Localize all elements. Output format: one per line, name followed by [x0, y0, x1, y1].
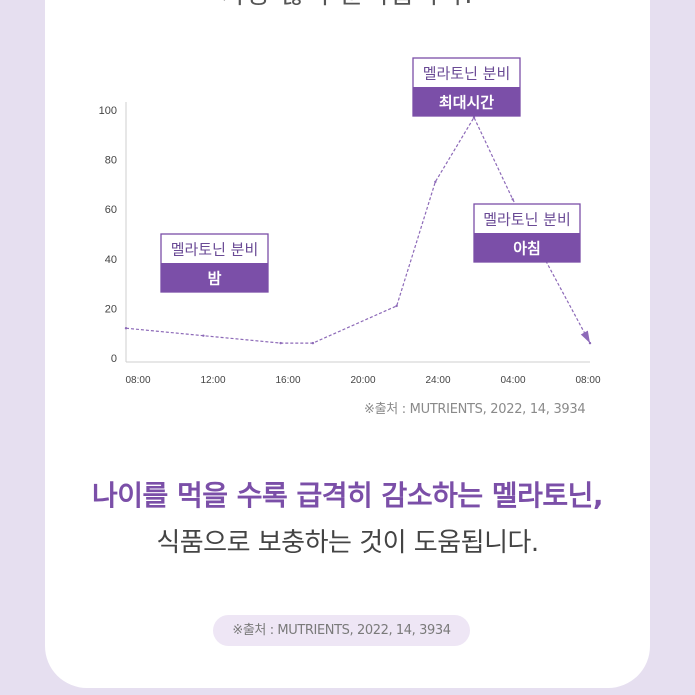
arrowhead-icon [580, 330, 590, 344]
y-tick-label: 20 [105, 303, 117, 315]
x-tick-label: 04:00 [500, 375, 525, 386]
partial-heading: 가장 많이 분비됩니다. [0, 0, 695, 11]
x-tick-label: 08:00 [575, 375, 600, 386]
annotation-label-band [413, 87, 520, 116]
annotation-label-band [161, 263, 268, 292]
x-tick-label: 08:00 [125, 375, 150, 386]
annotation-title: 멜라토닌 분비 [423, 65, 511, 83]
data-point [311, 341, 315, 345]
x-tick-label: 12:00 [200, 375, 225, 386]
data-point [472, 116, 476, 119]
annotation-label: 최대시간 [439, 94, 494, 112]
x-tick-label: 24:00 [425, 375, 450, 386]
data-point [124, 327, 128, 330]
data-point [279, 341, 282, 345]
data-point [202, 334, 205, 337]
source-pill: ※출처 : MUTRIENTS, 2022, 14, 3934 [213, 615, 470, 646]
headline: 나이를 먹을 수록 급격히 감소하는 멜라토닌, [91, 479, 604, 512]
melatonin-line-chart: 0 20 40 60 80 100 08:00 12:00 16:00 20:00 24:00 04:… [99, 57, 601, 386]
annotation-label: 아침 [513, 240, 541, 258]
subline: 식품으로 보충하는 것이 도움됩니다. [156, 528, 539, 558]
annotation-label-band [474, 233, 580, 262]
data-point [511, 198, 514, 201]
y-tick-label: 40 [105, 254, 117, 266]
data-point [395, 304, 398, 308]
y-tick-label: 100 [99, 105, 117, 117]
annotation-label: 밤 [208, 270, 222, 288]
y-tick-label: 0 [111, 353, 117, 365]
annotation-title: 멜라토닌 분비 [483, 211, 571, 229]
chart-source: ※출처 : MUTRIENTS, 2022, 14, 3934 [364, 402, 586, 417]
x-tick-label: 20:00 [350, 375, 375, 386]
annotation-title: 멜라토닌 분비 [171, 241, 259, 259]
content-card [45, 0, 650, 688]
x-tick-label: 16:00 [275, 375, 300, 386]
y-tick-label: 60 [105, 204, 117, 216]
y-tick-label: 80 [105, 155, 117, 167]
data-point [434, 180, 437, 184]
